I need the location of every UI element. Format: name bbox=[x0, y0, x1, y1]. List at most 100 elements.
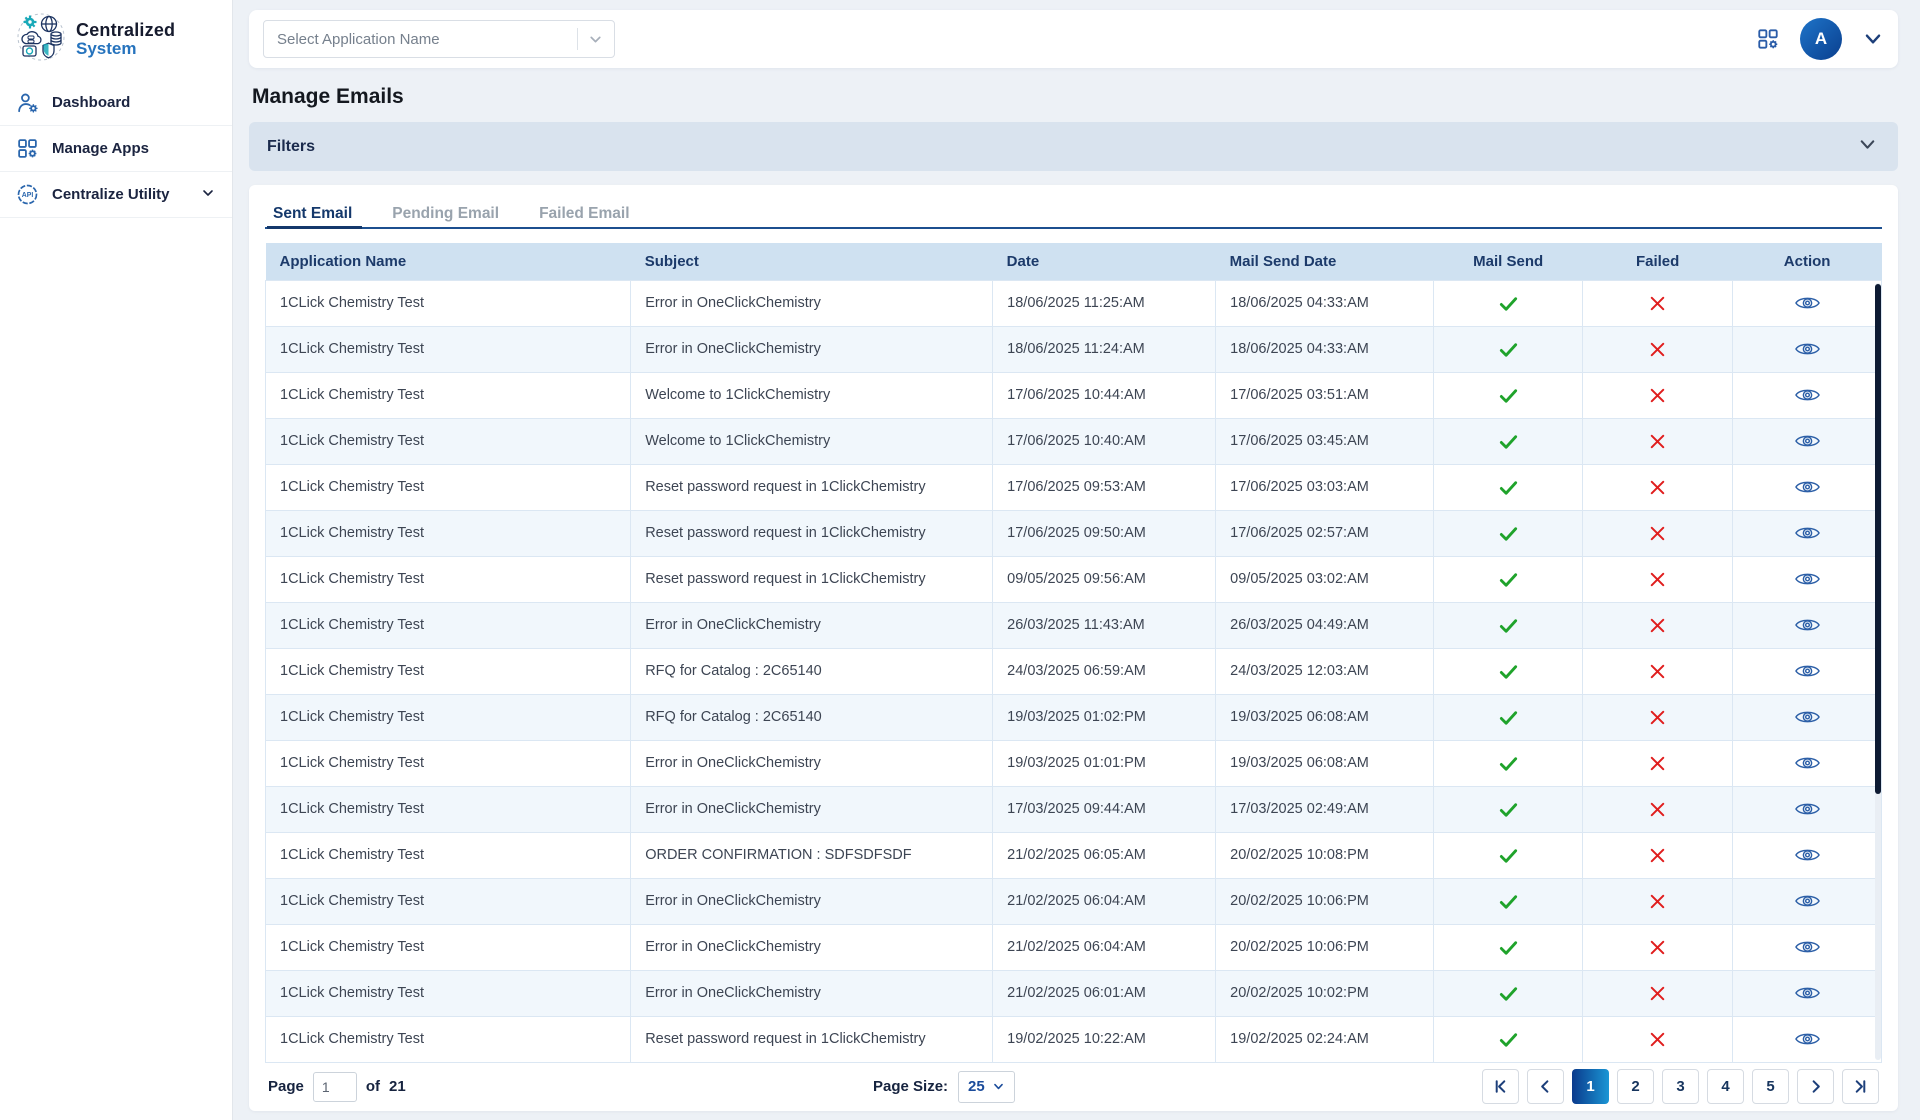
tab-sent-email[interactable]: Sent Email bbox=[271, 199, 354, 227]
avatar[interactable]: A bbox=[1800, 18, 1842, 60]
cell-application-name: 1CLick Chemistry Test bbox=[266, 280, 631, 326]
sidebar-item-manage-apps[interactable]: Manage Apps bbox=[0, 126, 232, 172]
check-icon bbox=[1498, 799, 1519, 820]
cell-action bbox=[1733, 372, 1882, 418]
cell-action bbox=[1733, 280, 1882, 326]
pagination-page-2[interactable]: 2 bbox=[1617, 1069, 1654, 1104]
scrollbar-thumb[interactable] bbox=[1875, 284, 1881, 794]
cell-date: 19/02/2025 10:22:AM bbox=[993, 1016, 1216, 1062]
view-eye-icon[interactable] bbox=[1795, 754, 1820, 772]
grid-gear-icon bbox=[16, 137, 39, 160]
cell-mail-send-date: 17/06/2025 03:51:AM bbox=[1216, 372, 1434, 418]
table-footer: Page of 21 Page Size: 25 12345 bbox=[265, 1063, 1882, 1112]
check-icon bbox=[1498, 1029, 1519, 1050]
sidebar-item-dashboard[interactable]: Dashboard bbox=[0, 80, 232, 126]
account-chevron-down-icon[interactable] bbox=[1862, 28, 1884, 50]
cell-date: 19/03/2025 01:02:PM bbox=[993, 694, 1216, 740]
table-row: 1CLick Chemistry TestWelcome to 1ClickCh… bbox=[266, 418, 1882, 464]
column-header-application-name: Application Name bbox=[266, 243, 631, 280]
cell-mail-send-date: 17/06/2025 03:03:AM bbox=[1216, 464, 1434, 510]
cell-application-name: 1CLick Chemistry Test bbox=[266, 510, 631, 556]
view-eye-icon[interactable] bbox=[1795, 570, 1820, 588]
tab-failed-email[interactable]: Failed Email bbox=[537, 199, 631, 227]
cell-failed bbox=[1583, 1016, 1733, 1062]
filters-bar[interactable]: Filters bbox=[249, 122, 1898, 171]
cell-application-name: 1CLick Chemistry Test bbox=[266, 372, 631, 418]
cell-application-name: 1CLick Chemistry Test bbox=[266, 602, 631, 648]
chevron-down-icon[interactable] bbox=[200, 185, 216, 205]
cell-subject: Error in OneClickChemistry bbox=[631, 924, 993, 970]
cell-date: 21/02/2025 06:04:AM bbox=[993, 924, 1216, 970]
filters-chevron-down-icon[interactable] bbox=[1857, 134, 1878, 160]
view-eye-icon[interactable] bbox=[1795, 846, 1820, 864]
check-icon bbox=[1498, 431, 1519, 452]
cell-application-name: 1CLick Chemistry Test bbox=[266, 648, 631, 694]
view-eye-icon[interactable] bbox=[1795, 340, 1820, 358]
view-eye-icon[interactable] bbox=[1795, 662, 1820, 680]
cross-icon bbox=[1647, 983, 1668, 1004]
view-eye-icon[interactable] bbox=[1795, 616, 1820, 634]
pagination-page-3[interactable]: 3 bbox=[1662, 1069, 1699, 1104]
pagination-next-button[interactable] bbox=[1797, 1069, 1834, 1104]
cell-subject: Error in OneClickChemistry bbox=[631, 786, 993, 832]
view-eye-icon[interactable] bbox=[1795, 478, 1820, 496]
cross-icon bbox=[1647, 385, 1668, 406]
chevron-down-icon[interactable] bbox=[587, 31, 614, 48]
application-select-placeholder: Select Application Name bbox=[277, 31, 440, 48]
page-size-select[interactable]: 25 bbox=[958, 1071, 1015, 1103]
pagination-page-4[interactable]: 4 bbox=[1707, 1069, 1744, 1104]
cell-mail-send-date: 19/03/2025 06:08:AM bbox=[1216, 694, 1434, 740]
cell-action bbox=[1733, 786, 1882, 832]
table-row: 1CLick Chemistry TestError in OneClickCh… bbox=[266, 740, 1882, 786]
application-select[interactable]: Select Application Name bbox=[263, 20, 615, 58]
view-eye-icon[interactable] bbox=[1795, 708, 1820, 726]
cell-mail-send bbox=[1434, 832, 1583, 878]
view-eye-icon[interactable] bbox=[1795, 432, 1820, 450]
check-icon bbox=[1498, 937, 1519, 958]
table-row: 1CLick Chemistry TestError in OneClickCh… bbox=[266, 602, 1882, 648]
pagination-first-button[interactable] bbox=[1482, 1069, 1519, 1104]
table-row: 1CLick Chemistry TestError in OneClickCh… bbox=[266, 970, 1882, 1016]
cell-mail-send-date: 18/06/2025 04:33:AM bbox=[1216, 280, 1434, 326]
cross-icon bbox=[1647, 477, 1668, 498]
cell-action bbox=[1733, 648, 1882, 694]
cell-mail-send-date: 20/02/2025 10:06:PM bbox=[1216, 878, 1434, 924]
view-eye-icon[interactable] bbox=[1795, 524, 1820, 542]
view-eye-icon[interactable] bbox=[1795, 386, 1820, 404]
cell-action bbox=[1733, 970, 1882, 1016]
view-eye-icon[interactable] bbox=[1795, 1030, 1820, 1048]
pagination-prev-button[interactable] bbox=[1527, 1069, 1564, 1104]
cell-mail-send bbox=[1434, 878, 1583, 924]
pagination-page-1[interactable]: 1 bbox=[1572, 1069, 1609, 1104]
view-eye-icon[interactable] bbox=[1795, 800, 1820, 818]
column-header-mail-send-date: Mail Send Date bbox=[1216, 243, 1434, 280]
cell-date: 18/06/2025 11:25:AM bbox=[993, 280, 1216, 326]
page-number-input[interactable] bbox=[313, 1072, 357, 1102]
cell-subject: Error in OneClickChemistry bbox=[631, 878, 993, 924]
view-eye-icon[interactable] bbox=[1795, 984, 1820, 1002]
check-icon bbox=[1498, 753, 1519, 774]
cell-mail-send bbox=[1434, 326, 1583, 372]
view-eye-icon[interactable] bbox=[1795, 938, 1820, 956]
cell-mail-send-date: 17/06/2025 03:45:AM bbox=[1216, 418, 1434, 464]
cross-icon bbox=[1647, 339, 1668, 360]
svg-text:API: API bbox=[22, 192, 34, 199]
view-eye-icon[interactable] bbox=[1795, 294, 1820, 312]
cell-action bbox=[1733, 326, 1882, 372]
emails-card: Sent Email Pending Email Failed Email Appl… bbox=[249, 185, 1898, 1111]
cell-action bbox=[1733, 510, 1882, 556]
cell-mail-send bbox=[1434, 602, 1583, 648]
app-logo[interactable]: Centralized System bbox=[0, 0, 232, 80]
cross-icon bbox=[1647, 937, 1668, 958]
view-eye-icon[interactable] bbox=[1795, 892, 1820, 910]
tab-pending-email[interactable]: Pending Email bbox=[390, 199, 501, 227]
cell-date: 09/05/2025 09:56:AM bbox=[993, 556, 1216, 602]
pagination-page-5[interactable]: 5 bbox=[1752, 1069, 1789, 1104]
sidebar-item-centralize-utility[interactable]: API Centralize Utility bbox=[0, 172, 232, 218]
cell-application-name: 1CLick Chemistry Test bbox=[266, 832, 631, 878]
emails-table-wrap: Application NameSubjectDateMail Send Dat… bbox=[265, 243, 1882, 1063]
column-header-action: Action bbox=[1733, 243, 1882, 280]
pagination-last-button[interactable] bbox=[1842, 1069, 1879, 1104]
cell-date: 17/06/2025 09:50:AM bbox=[993, 510, 1216, 556]
apps-grid-icon[interactable] bbox=[1756, 27, 1780, 51]
